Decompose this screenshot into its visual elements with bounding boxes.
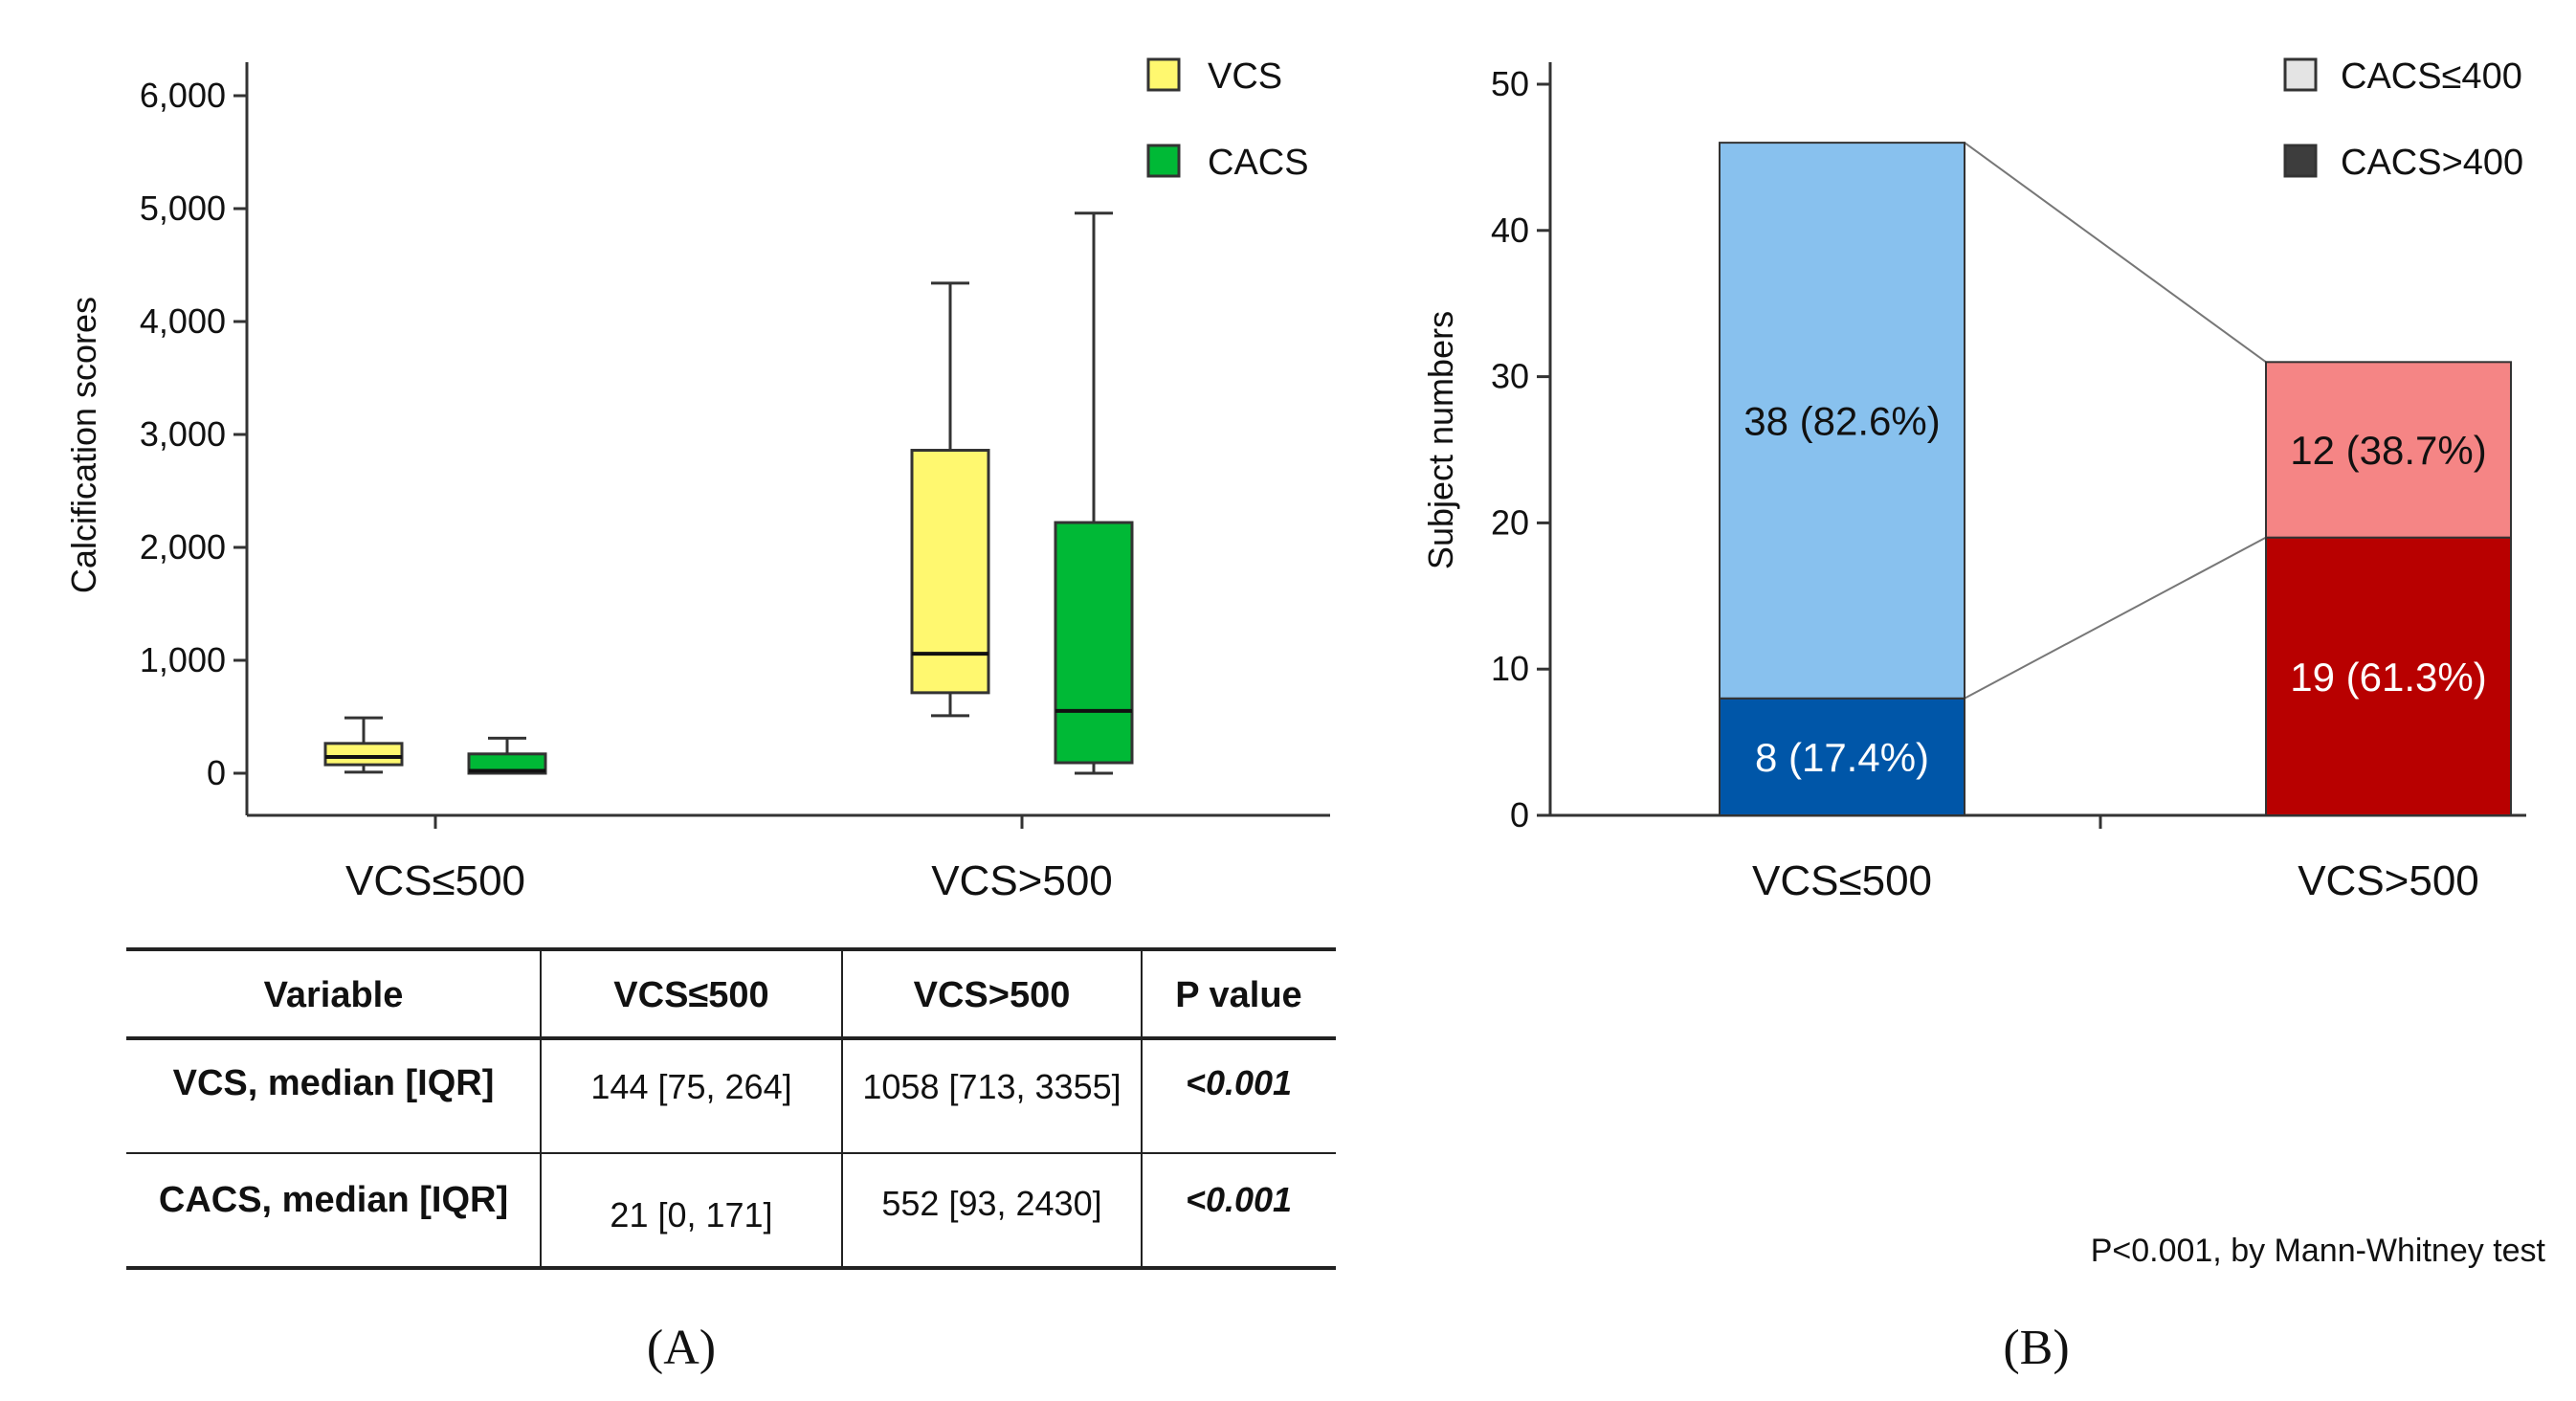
legend-label: CACS>400 (2341, 143, 2523, 183)
iqr-box (910, 449, 990, 695)
y-tick-label: 6,000 (140, 76, 226, 115)
y-tick-label: 40 (1491, 211, 1529, 250)
legend-swatch (2283, 144, 2318, 178)
y-tick-label: 1,000 (140, 640, 226, 679)
panel-b-stacked-bar: 0 10 20 30 40 50 8 (17.4%) 38 (82.6%) 19 (61.3%… (1421, 56, 2546, 1269)
table-header-cell: Variable (264, 975, 404, 1015)
panel-b-legend: CACS≤400 CACS>400 (2283, 56, 2523, 183)
table-cell: <0.001 (1186, 1063, 1292, 1102)
panel-b-label: (B) (2003, 1321, 2069, 1375)
y-tick-label: 4,000 (140, 301, 226, 341)
connector-line (1964, 142, 2267, 364)
y-tick-label: 0 (1510, 795, 1529, 834)
panel-a-y-ticks: 0 1,000 2,000 3,000 4,000 5,000 6,000 (140, 76, 247, 792)
legend-label: CACS (1208, 143, 1309, 183)
box-cacs-2 (1054, 211, 1134, 775)
iqr-box (1054, 521, 1134, 765)
table-cell: 21 [0, 171] (610, 1195, 772, 1234)
category-label: VCS>500 (2298, 857, 2479, 904)
panel-b-bars: 8 (17.4%) 38 (82.6%) 19 (61.3%) 12 (38.7%) (1719, 142, 2512, 817)
panel-a-categories: VCS≤500 VCS>500 (345, 815, 1113, 904)
y-tick-label: 2,000 (140, 527, 226, 567)
y-tick-label: 3,000 (140, 414, 226, 454)
bar-segment (2265, 536, 2512, 816)
y-tick-label: 20 (1491, 502, 1529, 542)
bar-segment-label: 8 (17.4%) (1755, 735, 1929, 780)
bar-segment (1719, 142, 1965, 700)
legend-swatch (2283, 57, 2318, 92)
bar-segment-label: 19 (61.3%) (2290, 655, 2486, 700)
connector-line (1964, 536, 2267, 700)
panel-b-annotation: P<0.001, by Mann-Whitney test (2091, 1233, 2546, 1269)
category-label: VCS≤500 (1752, 857, 1932, 904)
panel-a-boxes (323, 211, 1134, 775)
bar-segment-label: 12 (38.7%) (2290, 428, 2486, 473)
table-cell: 552 [93, 2430] (881, 1184, 1101, 1223)
panel-b-categories: VCS≤500 VCS>500 (1752, 815, 2479, 904)
table-cell: CACS, median [IQR] (159, 1180, 508, 1220)
y-tick-label: 0 (207, 753, 226, 792)
panel-b-connector-lines (1964, 142, 2267, 700)
y-tick-label: 10 (1491, 649, 1529, 688)
legend-label: CACS≤400 (2341, 56, 2522, 97)
bar-segment-label: 38 (82.6%) (1743, 398, 1940, 443)
category-label: VCS>500 (931, 857, 1113, 904)
legend-label: VCS (1208, 56, 1282, 97)
table-cell: <0.001 (1186, 1180, 1292, 1219)
panel-a-table: Variable VCS≤500 VCS>500 P value VCS, median… (126, 947, 1336, 1270)
table-header-cell: VCS≤500 (613, 975, 768, 1015)
table-cell: VCS, median [IQR] (173, 1063, 495, 1103)
panel-a-label: (A) (647, 1321, 716, 1375)
box-vcs-1 (323, 716, 404, 774)
iqr-box (467, 752, 547, 775)
iqr-box (323, 742, 404, 767)
box-vcs-2 (910, 281, 990, 718)
panel-a-legend: VCS CACS (1146, 56, 1309, 183)
bar-segment (2265, 361, 2512, 539)
box-cacs-1 (467, 736, 547, 775)
category-label: VCS≤500 (345, 857, 525, 904)
table-cell: 144 [75, 264] (590, 1067, 791, 1106)
y-tick-label: 30 (1491, 357, 1529, 396)
legend-swatch (1146, 144, 1181, 178)
panel-b-y-axis-title: Subject numbers (1421, 311, 1460, 569)
table-header-cell: P value (1175, 975, 1301, 1015)
y-tick-label: 5,000 (140, 189, 226, 228)
panel-b-y-ticks: 0 10 20 30 40 50 (1491, 64, 1550, 834)
y-tick-label: 50 (1491, 64, 1529, 103)
table-cell: 1058 [713, 3355] (862, 1067, 1121, 1106)
bar-segment (1719, 697, 1965, 817)
panel-a-y-axis-title: Calcification scores (64, 297, 103, 593)
legend-swatch (1146, 57, 1181, 92)
table-header-cell: VCS>500 (914, 975, 1071, 1015)
